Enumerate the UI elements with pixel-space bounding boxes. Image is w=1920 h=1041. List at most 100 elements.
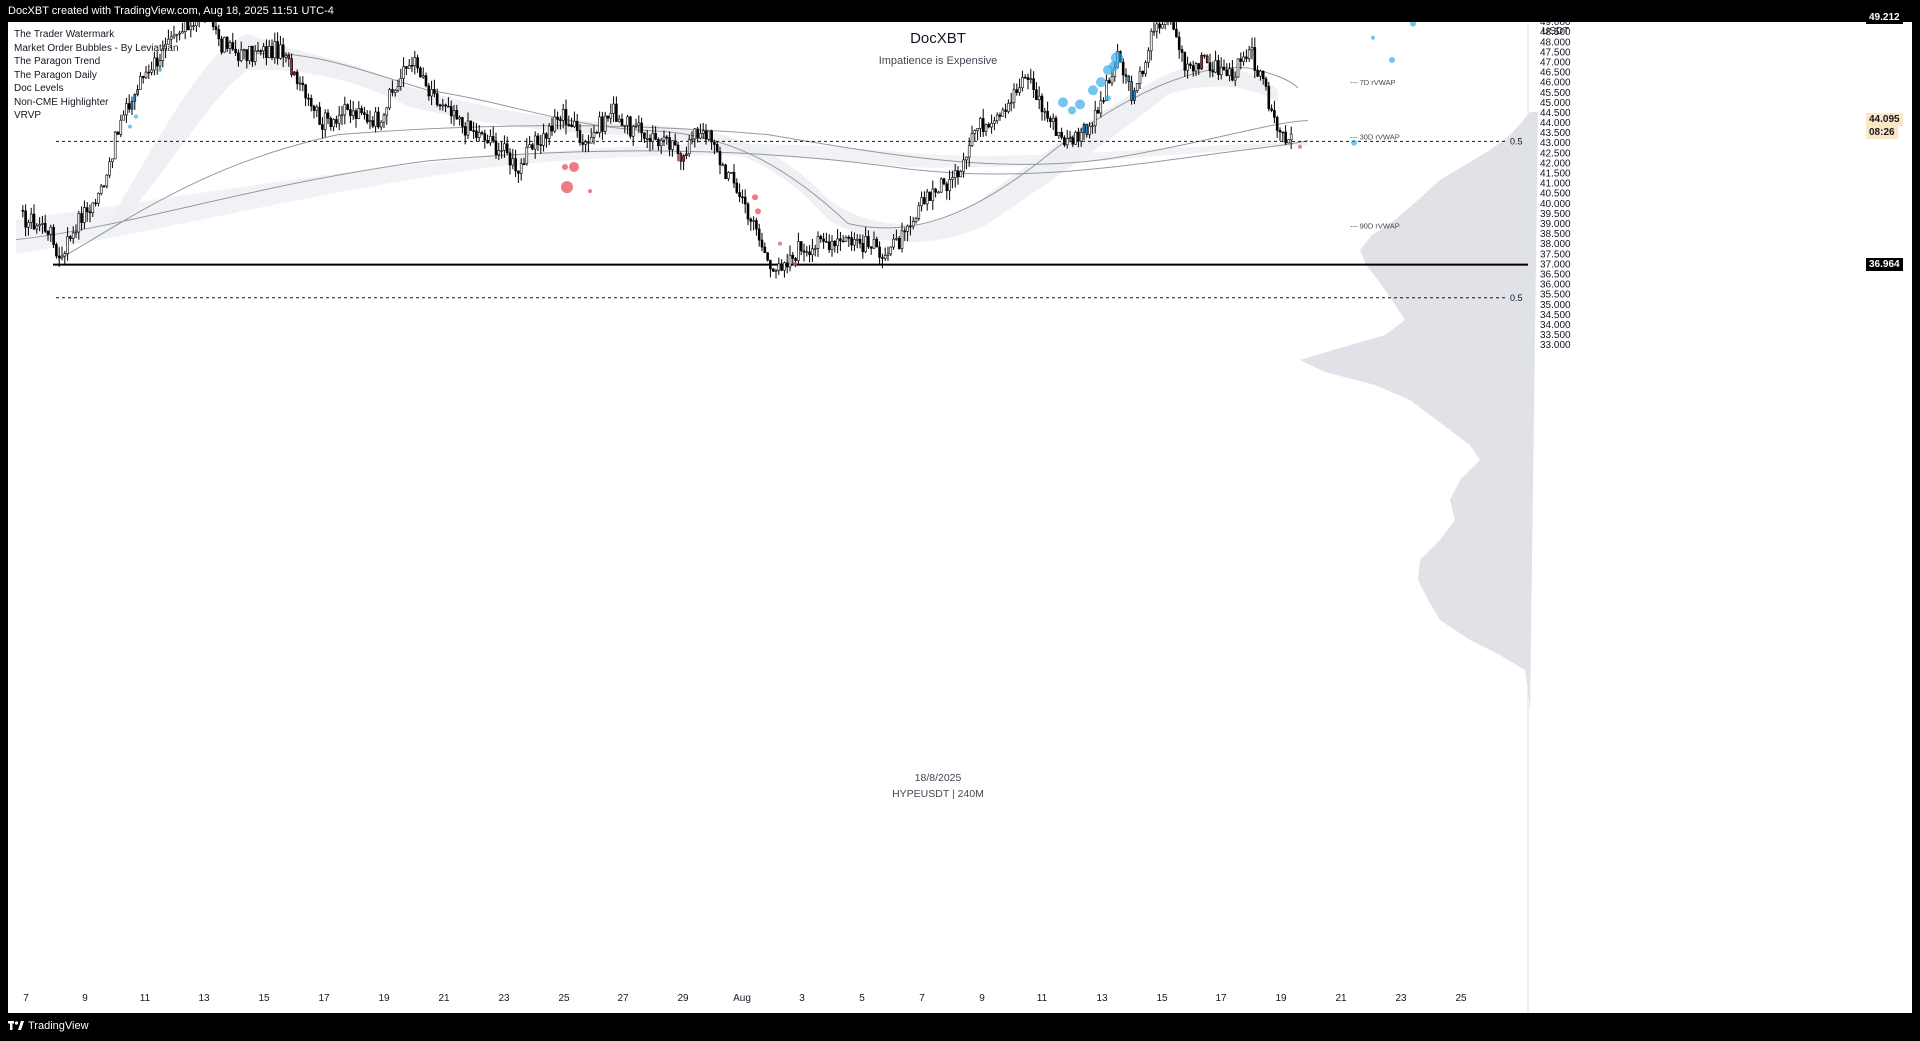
candle-body — [66, 236, 69, 254]
candle-body — [699, 133, 702, 139]
candle-body — [962, 159, 965, 172]
candle-body — [102, 185, 106, 188]
time-tick-label: 23 — [498, 993, 510, 1004]
candle-body — [794, 258, 797, 261]
candle-body — [833, 240, 837, 247]
candle-body — [494, 140, 498, 156]
price-tick-label: 38.000 — [1540, 239, 1571, 250]
candle-body — [1278, 130, 1282, 133]
candle-body — [242, 49, 246, 51]
candle-body — [973, 130, 977, 134]
time-tick-label: 25 — [558, 993, 570, 1004]
candle-body — [662, 136, 666, 141]
candle-body — [251, 45, 254, 62]
tradingview-logo[interactable]: TradingView — [8, 1020, 89, 1032]
time-tick-label: 19 — [1275, 993, 1287, 1004]
candle-body — [825, 241, 828, 243]
candle-body — [396, 86, 400, 91]
candle-body — [60, 255, 64, 259]
indicator-name[interactable]: The Paragon Trend — [14, 56, 101, 67]
candle-body — [116, 131, 120, 135]
indicator-name[interactable]: Doc Levels — [14, 83, 64, 94]
sell-order-bubble — [752, 194, 758, 201]
chart-area[interactable]: 51.50051.00050.50050.00049.50049.00048.5… — [8, 22, 1912, 1013]
candle-body — [309, 98, 313, 107]
candle-body — [878, 246, 881, 258]
candle-body — [1065, 138, 1069, 146]
indicator-name[interactable]: The Trader Watermark — [14, 29, 115, 40]
candle-body — [617, 118, 621, 122]
candle-body — [346, 104, 349, 110]
indicator-name[interactable]: The Paragon Daily — [14, 69, 97, 81]
buy-order-bubble — [1111, 51, 1123, 64]
screenshot-credit: DocXBT created with TradingView.com, Aug… — [0, 0, 1920, 22]
candle-body — [1152, 30, 1156, 33]
price-tick-label: 35.500 — [1540, 290, 1571, 301]
candle-body — [1228, 68, 1231, 76]
candle-body — [993, 120, 996, 124]
candle-body — [1074, 131, 1077, 145]
candle-body — [757, 228, 761, 241]
candle-body — [1214, 60, 1217, 73]
candle-body — [1088, 125, 1091, 135]
price-tick-label: 33.500 — [1540, 330, 1571, 341]
candle-body — [911, 221, 915, 227]
candle-body — [270, 45, 274, 59]
candle-body — [917, 205, 921, 219]
candle-body — [153, 57, 156, 71]
indicator-name[interactable]: Market Order Bubbles - By Leviathan — [14, 42, 179, 54]
time-tick-label: 23 — [1395, 993, 1407, 1004]
price-tick-label: 46.500 — [1540, 68, 1571, 79]
candle-body — [407, 65, 411, 69]
candle-body — [631, 126, 635, 137]
candle-body — [225, 37, 229, 49]
candle-body — [659, 139, 663, 147]
candle-body — [1253, 47, 1257, 71]
candle-body — [119, 119, 123, 135]
candle-body — [531, 144, 534, 150]
indicator-name[interactable]: VRVP — [14, 110, 42, 121]
candle-body — [920, 197, 923, 207]
candle-body — [886, 253, 890, 256]
candle-body — [343, 104, 347, 116]
candle-body — [323, 112, 327, 130]
price-chart[interactable]: 51.50051.00050.50050.00049.50049.00048.5… — [8, 22, 1912, 1013]
candle-body — [500, 149, 503, 152]
candle-body — [816, 236, 820, 249]
candle-body — [111, 158, 114, 163]
candle-body — [77, 213, 81, 233]
candle-body — [391, 89, 394, 93]
candle-body — [234, 48, 237, 54]
paragon-daily-band — [16, 140, 1308, 254]
sell-order-bubble — [562, 163, 568, 170]
candle-body — [528, 144, 531, 148]
candle-body — [125, 103, 128, 116]
candle-body — [461, 117, 464, 127]
candlesticks — [21, 22, 1293, 279]
candle-body — [80, 213, 83, 223]
candle-body — [455, 110, 459, 120]
candle-body — [284, 55, 288, 58]
candle-body — [791, 254, 795, 259]
buy-order-bubble — [134, 114, 138, 119]
candle-body — [71, 232, 75, 239]
candle-body — [505, 143, 509, 154]
candle-body — [710, 130, 713, 143]
candle-body — [43, 222, 47, 232]
candle-body — [693, 128, 697, 140]
candle-body — [1239, 58, 1243, 62]
indicator-list: The Trader Watermark Market Order Bubble… — [14, 28, 179, 123]
candle-body — [690, 138, 694, 141]
price-tick-label: 47.500 — [1540, 47, 1571, 58]
candle-body — [1231, 68, 1234, 81]
indicator-name[interactable]: Non-CME Highlighter — [14, 96, 109, 108]
candle-body — [575, 121, 579, 131]
candle-body — [998, 114, 1002, 117]
time-tick-label: 17 — [318, 993, 330, 1004]
candle-body — [379, 121, 383, 128]
candle-body — [953, 170, 957, 178]
candle-body — [676, 144, 680, 155]
candle-body — [287, 55, 291, 59]
candle-body — [897, 237, 901, 249]
candle-body — [732, 171, 736, 184]
